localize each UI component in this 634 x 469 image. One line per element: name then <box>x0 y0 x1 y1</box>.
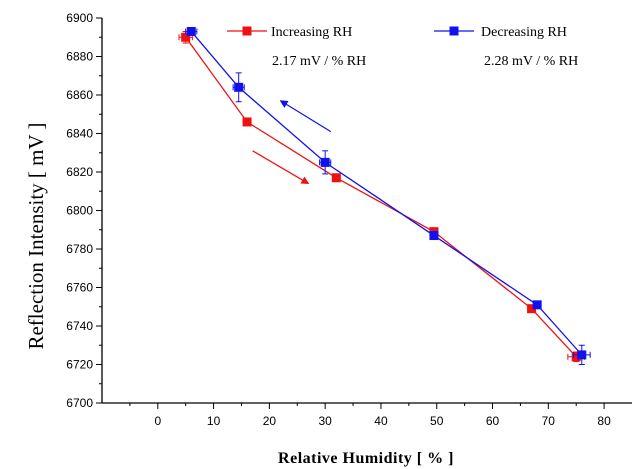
series-layer <box>178 26 591 365</box>
series-decreasing <box>185 26 591 365</box>
y-tick-label: 6820 <box>66 165 93 179</box>
direction-arrow <box>279 100 332 133</box>
data-point <box>527 304 537 314</box>
x-tick-label: 20 <box>263 414 277 428</box>
data-point <box>577 350 587 360</box>
x-tick-label: 30 <box>318 414 332 428</box>
legend: Increasing RH 2.17 mV / % RH Decreasing RH… <box>227 25 578 69</box>
y-axis-title: Reflection Intensity [ mV ] <box>24 122 48 349</box>
legend-item-decreasing: Decreasing RH 2.28 mV / % RH <box>434 25 578 69</box>
x-tick-label: 0 <box>154 414 161 428</box>
x-tick-label: 10 <box>207 414 221 428</box>
series-line <box>190 31 583 356</box>
y-tick-label: 6880 <box>66 50 93 64</box>
x-tick-label: 60 <box>486 414 500 428</box>
x-axis-title: Relative Humidity [ % ] <box>278 450 454 467</box>
data-point <box>320 157 330 167</box>
x-tick-label: 80 <box>597 414 611 428</box>
y-tick-label: 6900 <box>66 11 93 25</box>
y-tick-label: 6800 <box>66 204 93 218</box>
y-tick-label: 6760 <box>66 281 93 295</box>
legend-marker <box>242 26 252 36</box>
y-tick-label: 6700 <box>66 396 93 410</box>
x-tick-label: 70 <box>542 414 556 428</box>
data-point <box>571 352 581 362</box>
series-increasing <box>178 30 586 363</box>
y-tick-label: 6780 <box>66 242 93 256</box>
axes: 0 10 20 30 40 50 60 70 80 6700 6720 6740 6760 6780 680… <box>66 11 632 428</box>
data-point <box>186 26 196 36</box>
slope-label: 2.17 mV / % RH <box>272 54 366 69</box>
annotation-layer <box>252 100 332 185</box>
data-point <box>181 32 191 42</box>
data-point <box>331 173 341 183</box>
series-line <box>185 36 577 358</box>
legend-label: Decreasing RH <box>481 25 567 40</box>
y-tick-label: 6740 <box>66 319 93 333</box>
data-point <box>429 231 439 241</box>
x-tick-label: 50 <box>430 414 444 428</box>
data-point <box>234 82 244 92</box>
x-tick-label: 40 <box>374 414 388 428</box>
y-tick-label: 6860 <box>66 88 93 102</box>
y-tick-label: 6840 <box>66 127 93 141</box>
data-point <box>532 300 542 310</box>
data-point <box>242 117 252 127</box>
legend-marker <box>449 26 459 36</box>
direction-arrow <box>252 150 310 185</box>
legend-label: Increasing RH <box>271 25 352 40</box>
slope-label: 2.28 mV / % RH <box>484 54 578 69</box>
legend-item-increasing: Increasing RH 2.17 mV / % RH <box>227 25 366 69</box>
y-tick-label: 6720 <box>66 358 93 372</box>
